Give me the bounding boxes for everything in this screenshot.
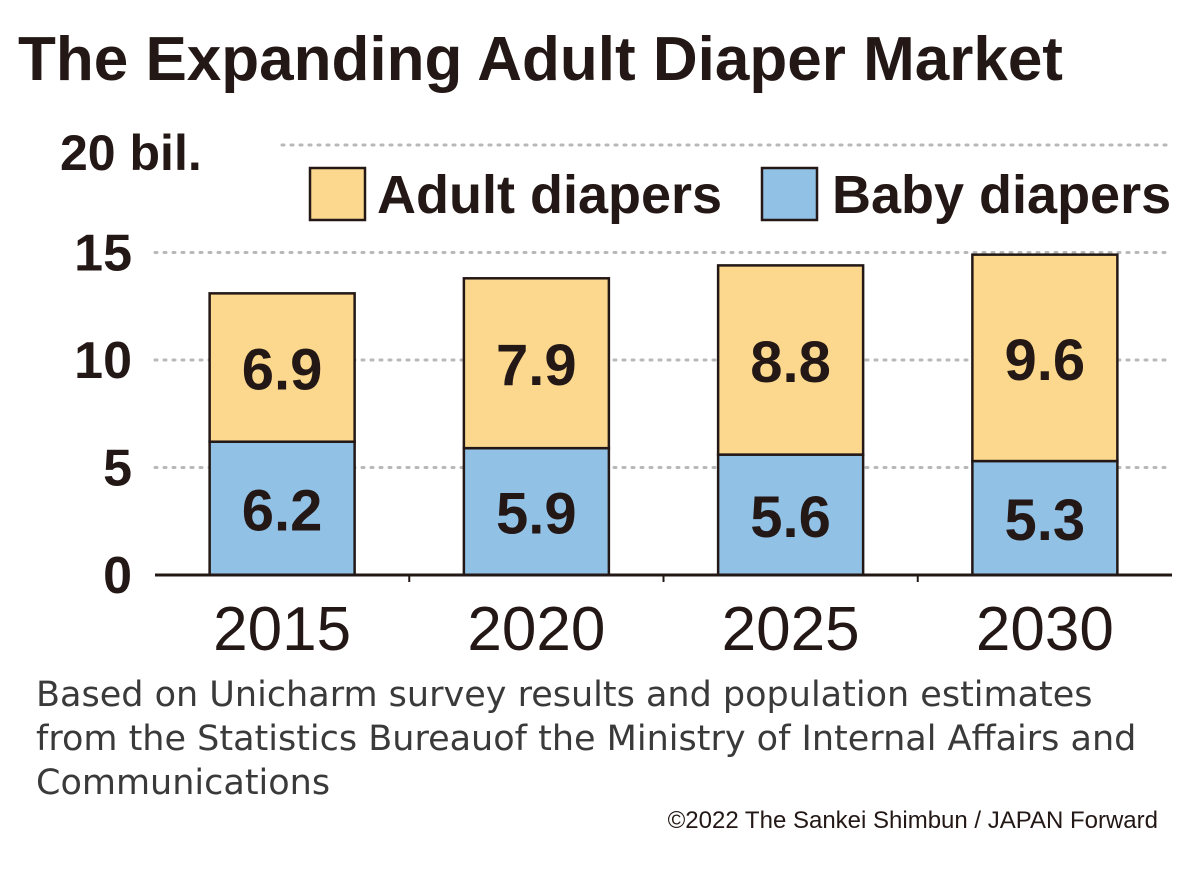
legend: Adult diapers Baby diapers — [308, 165, 1171, 225]
y-tick-label: 5 — [103, 440, 132, 498]
footnote: Based on Unicharm survey results and pop… — [36, 675, 1136, 803]
x-tick-label: 2020 — [467, 595, 605, 664]
x-axis-labels: 2015 2020 2025 2030 — [213, 595, 1114, 664]
y-unit-label: 20 bil. — [60, 125, 202, 181]
bar-segment — [208, 440, 356, 577]
footnote-line: Communications — [36, 763, 330, 803]
data-label: 7.9 — [496, 333, 577, 398]
data-label: 5.3 — [1005, 488, 1086, 553]
bar-segment — [971, 459, 1119, 577]
data-label: 6.2 — [242, 478, 323, 543]
footnote-line: from the Statistics Bureauof the Ministr… — [36, 719, 1136, 759]
bars: 6.2 6.9 5.9 7.9 5.6 8.8 5.3 9.6 — [208, 253, 1119, 577]
data-label: 5.6 — [750, 485, 831, 550]
x-tick-label: 2025 — [722, 595, 860, 664]
x-tick-label: 2030 — [976, 595, 1114, 664]
bar-segment — [971, 253, 1119, 463]
legend-swatch — [760, 166, 819, 222]
bar-segment — [716, 264, 865, 456]
data-label: 8.8 — [750, 330, 831, 395]
footnote-line: Based on Unicharm survey results and pop… — [36, 675, 1093, 715]
y-tick-label: 10 — [74, 332, 132, 390]
bar-segment — [208, 292, 356, 443]
data-label: 9.6 — [1005, 328, 1086, 393]
legend-label: Adult diapers — [377, 165, 722, 225]
x-tick-label: 2015 — [213, 595, 351, 664]
bar-segment — [716, 453, 865, 577]
bar-segment — [462, 277, 611, 450]
legend-label: Baby diapers — [832, 165, 1171, 225]
legend-swatch — [308, 166, 367, 222]
copyright-credit: ©2022 The Sankei Shimbun / JAPAN Forward — [668, 807, 1158, 834]
y-axis-ticks: 0 5 10 15 — [74, 225, 132, 606]
data-label: 6.9 — [242, 338, 323, 403]
data-label: 5.9 — [496, 482, 577, 547]
y-tick-label: 15 — [74, 225, 132, 283]
chart-title: The Expanding Adult Diaper Market — [18, 25, 1063, 94]
bar-segment — [462, 446, 611, 577]
x-axis — [155, 573, 1172, 582]
y-tick-label: 0 — [103, 547, 132, 605]
